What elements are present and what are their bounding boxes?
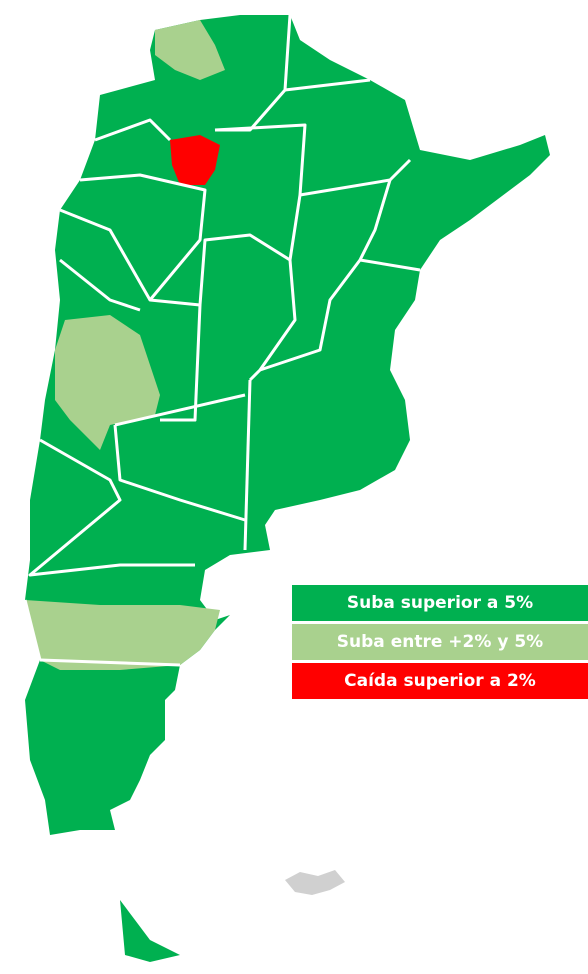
province-tucuman (170, 135, 220, 185)
legend-item: Suba entre +2% y 5% (292, 624, 588, 660)
islands (285, 870, 345, 895)
province-jujuy (155, 20, 225, 80)
legend-item: Caída superior a 2% (292, 663, 588, 699)
province-mendoza (55, 315, 160, 450)
province-santa-cruz (25, 600, 220, 670)
tierra-del-fuego (120, 900, 180, 962)
legend: Suba superior a 5% Suba entre +2% y 5% Caí… (292, 585, 588, 702)
legend-item: Suba superior a 5% (292, 585, 588, 621)
province-borders (23, 14, 421, 667)
